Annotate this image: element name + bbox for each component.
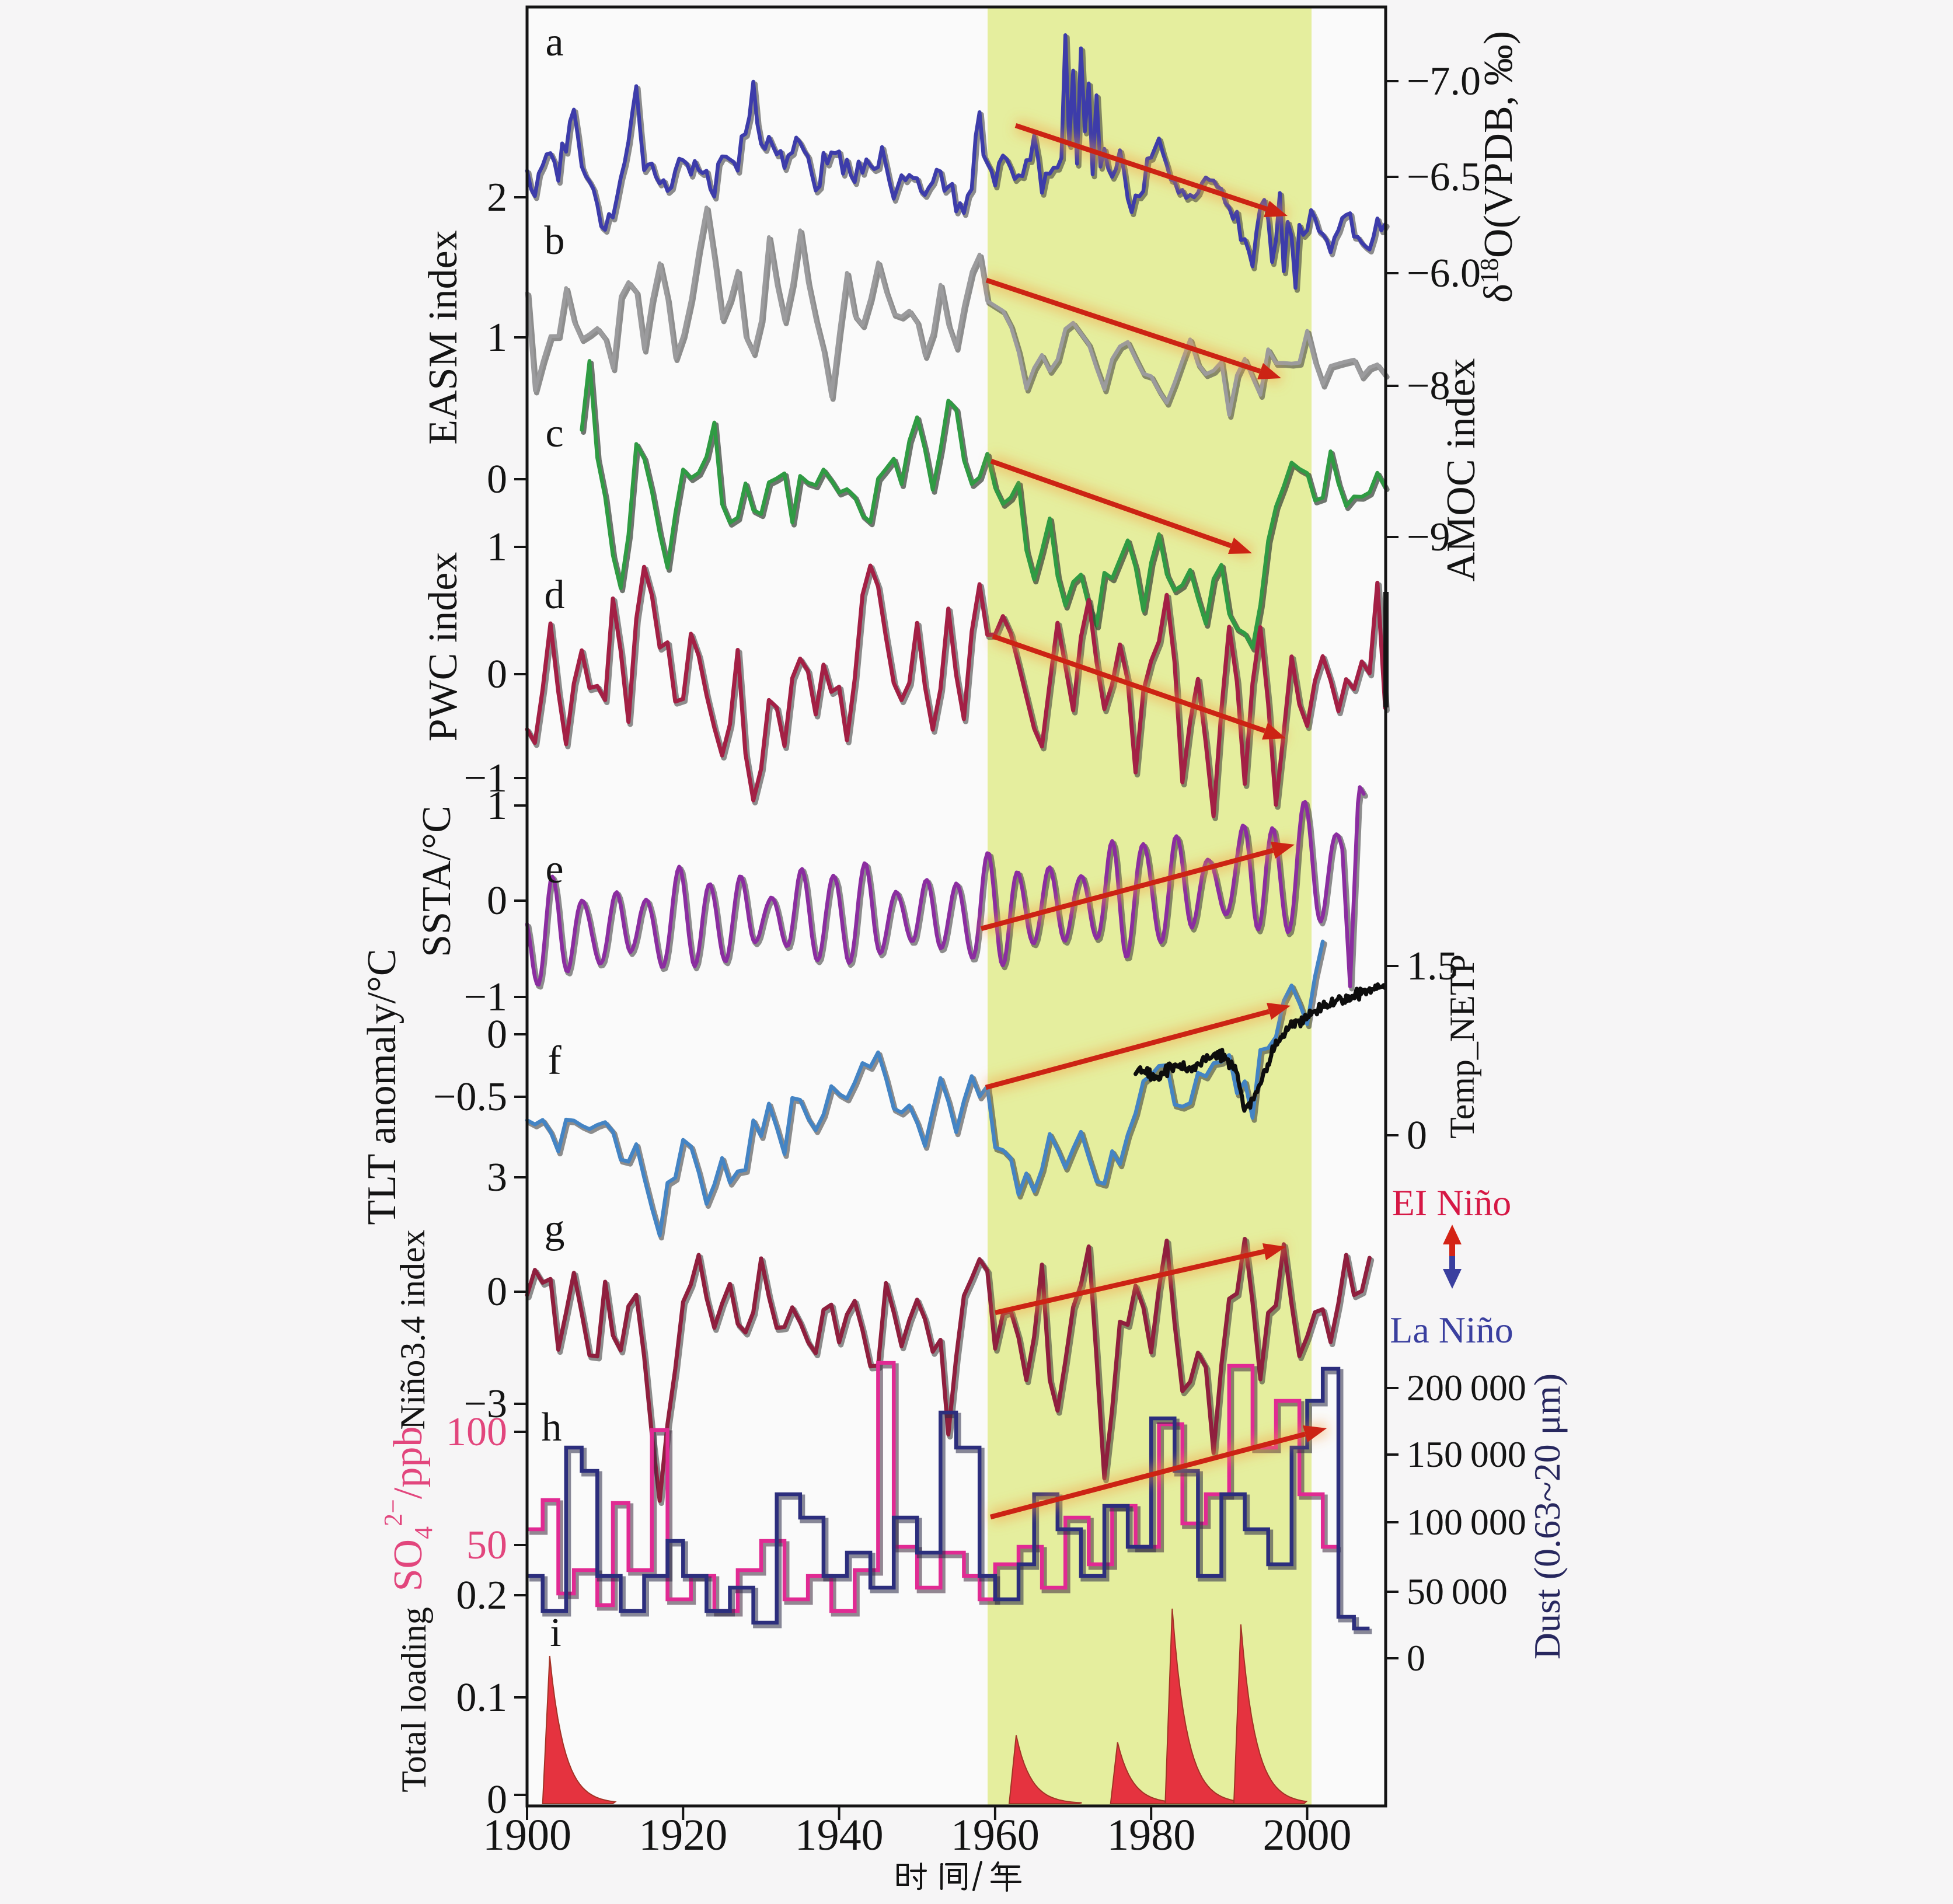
svg-text:c: c xyxy=(545,411,563,456)
svg-text:e: e xyxy=(545,847,563,892)
svg-text:2000: 2000 xyxy=(1263,1811,1352,1860)
svg-text:−1: −1 xyxy=(464,756,507,801)
svg-text:0: 0 xyxy=(487,878,507,923)
svg-text:1900: 1900 xyxy=(483,1811,571,1860)
svg-text:Total loading: Total loading xyxy=(395,1607,433,1792)
svg-text:h: h xyxy=(542,1405,562,1450)
svg-text:a: a xyxy=(545,20,563,65)
svg-text:−9: −9 xyxy=(1407,515,1450,560)
svg-text:200 000: 200 000 xyxy=(1407,1367,1526,1408)
svg-text:−6.0: −6.0 xyxy=(1407,251,1481,296)
svg-text:AMOC index: AMOC index xyxy=(1439,358,1484,581)
svg-text:0: 0 xyxy=(487,1012,507,1057)
svg-text:1: 1 xyxy=(487,315,507,360)
svg-text:1960: 1960 xyxy=(951,1811,1040,1860)
svg-text:−8: −8 xyxy=(1407,364,1450,409)
svg-text:0: 0 xyxy=(487,1270,507,1314)
svg-text:Niño3.4 index: Niño3.4 index xyxy=(393,1229,432,1429)
svg-text:3: 3 xyxy=(487,1155,507,1200)
svg-text:0: 0 xyxy=(487,1777,507,1822)
svg-text:2: 2 xyxy=(487,175,507,220)
svg-text:EASM index: EASM index xyxy=(421,230,466,445)
svg-text:Temp_NETP: Temp_NETP xyxy=(1443,954,1481,1139)
svg-text:0: 0 xyxy=(1407,1113,1427,1158)
svg-text:1940: 1940 xyxy=(795,1811,884,1860)
svg-text:150 000: 150 000 xyxy=(1407,1434,1526,1475)
svg-text:1920: 1920 xyxy=(639,1811,727,1860)
svg-text:La Niño: La Niño xyxy=(1390,1309,1513,1351)
svg-text:50 000: 50 000 xyxy=(1407,1571,1508,1612)
svg-text:−1: −1 xyxy=(464,975,507,1020)
svg-text:−6.5: −6.5 xyxy=(1407,155,1481,200)
svg-text:SSTA/°C: SSTA/°C xyxy=(414,805,459,957)
svg-text:0: 0 xyxy=(1407,1637,1425,1679)
svg-text:TLT anomaly/°C: TLT anomaly/°C xyxy=(360,948,404,1225)
svg-text:f: f xyxy=(547,1038,562,1083)
svg-text:1980: 1980 xyxy=(1107,1811,1195,1860)
svg-text:−7.0: −7.0 xyxy=(1407,59,1481,104)
svg-text:100: 100 xyxy=(446,1410,507,1455)
svg-text:g: g xyxy=(545,1206,565,1251)
svg-text:1: 1 xyxy=(487,525,507,570)
svg-text:δ18O(VPDB, ‰): δ18O(VPDB, ‰) xyxy=(1475,31,1521,303)
svg-text:i: i xyxy=(550,1610,561,1655)
svg-text:0: 0 xyxy=(487,457,507,502)
svg-text:b: b xyxy=(545,218,565,263)
svg-text:0.2: 0.2 xyxy=(456,1573,508,1618)
svg-text:100 000: 100 000 xyxy=(1407,1501,1526,1543)
svg-text:−3: −3 xyxy=(464,1382,507,1427)
svg-text:−0.5: −0.5 xyxy=(433,1075,507,1120)
svg-text:1.5: 1.5 xyxy=(1407,944,1458,989)
svg-text:PWC index: PWC index xyxy=(421,552,466,742)
svg-text:Dust (0.63~20 μm): Dust (0.63~20 μm) xyxy=(1526,1373,1568,1659)
svg-text:0.1: 0.1 xyxy=(456,1675,508,1720)
svg-text:EI Niño: EI Niño xyxy=(1392,1182,1511,1223)
svg-text:1: 1 xyxy=(487,783,507,828)
svg-text:50: 50 xyxy=(466,1523,507,1568)
svg-text:0: 0 xyxy=(487,652,507,697)
svg-text:d: d xyxy=(545,573,565,618)
